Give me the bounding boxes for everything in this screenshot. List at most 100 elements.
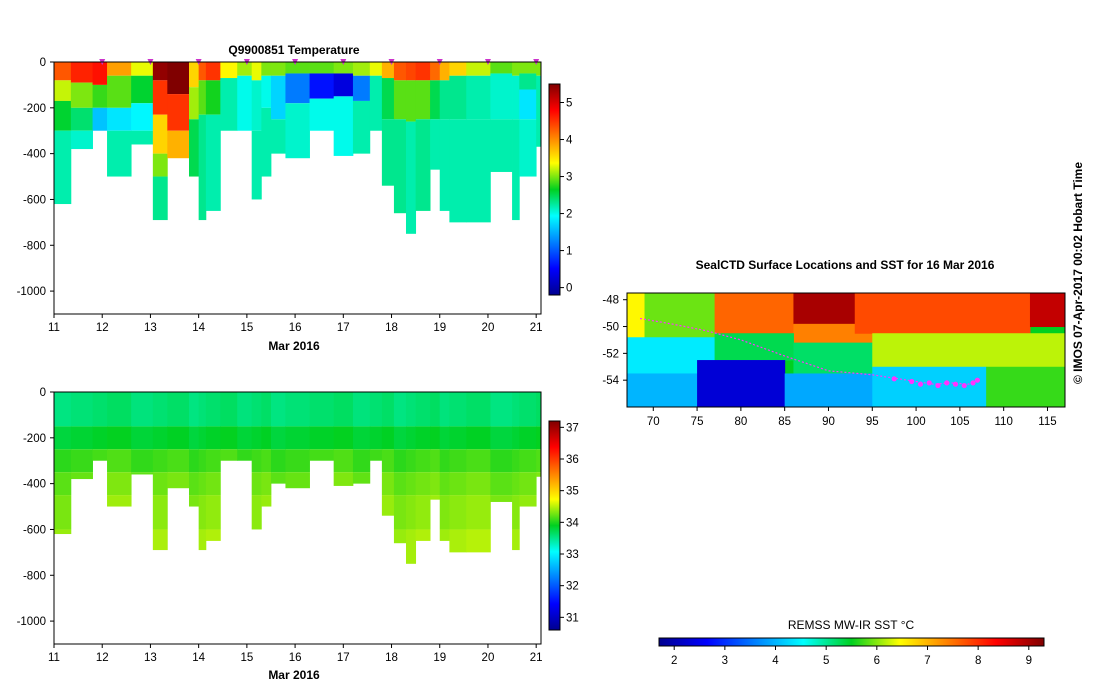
temperature-cell [309, 73, 335, 99]
salinity-cell [369, 426, 383, 450]
salinity-cell [490, 449, 513, 473]
temperature-cell [270, 119, 286, 154]
map-x-tick-label: 105 [950, 416, 969, 428]
temperature-cell [415, 62, 431, 81]
sst-zone [872, 366, 987, 407]
salinity-cell [512, 472, 520, 496]
seal-track [639, 317, 978, 385]
temperature-cell [519, 119, 537, 177]
sst-colorbar-tick-label: 9 [1026, 655, 1032, 667]
salinity-cell [189, 472, 200, 496]
seal-location-point [935, 382, 941, 389]
imos-credit: © IMOS 07-Apr-2017 00:02 Hobart Time [1071, 162, 1085, 384]
salinity-cell [519, 472, 537, 496]
temperature-cell [536, 75, 542, 147]
salinity-cell [430, 426, 441, 450]
temperature-cell [107, 62, 132, 76]
x-tick-label: 18 [385, 652, 398, 664]
sst-colorbar-ticks: 2 3 4 5 6 7 8 9 [671, 646, 1032, 667]
x-tick-label: 20 [482, 652, 495, 664]
salinity-cell [536, 426, 542, 450]
temperature-cell [189, 87, 200, 120]
salinity-cell [152, 529, 168, 551]
seal-location-point [926, 380, 932, 386]
salinity-cell [309, 392, 335, 427]
salinity-cell [205, 426, 221, 450]
salinity-cell [198, 449, 207, 473]
map-x-tick-label: 110 [995, 416, 1013, 428]
salinity-cell [107, 426, 132, 450]
salinity-cell [198, 495, 207, 530]
x-tick-label: 16 [289, 652, 302, 664]
salinity-cell [512, 495, 520, 530]
temperature-cell [107, 107, 132, 131]
salinity-cell [430, 392, 441, 427]
salinity-cell [189, 426, 200, 450]
sst-zone [714, 293, 794, 334]
temperature-cell [92, 62, 108, 85]
sst-colorbar-tick-label: 5 [823, 655, 829, 667]
salinity-cell [393, 472, 407, 496]
temperature-cell [237, 62, 253, 76]
temperature-cell [92, 107, 108, 131]
map-x-tick-label: 70 [647, 416, 660, 428]
temperature-cell [220, 78, 238, 131]
salinity-cell [205, 449, 221, 473]
salinity-cell [430, 472, 441, 496]
temperature-cell [466, 62, 491, 76]
salinity-cell [92, 449, 108, 461]
temperature-cell [490, 62, 513, 74]
temperature-cell [251, 62, 262, 81]
sst-field [627, 293, 1065, 407]
salinity-cell [205, 529, 221, 541]
sst-zone [854, 293, 1031, 334]
map-x-tick-label: 90 [822, 416, 835, 428]
sst-zone [872, 333, 1065, 368]
salinity-cell [107, 392, 132, 427]
salinity-cell [519, 392, 537, 427]
salinity-cell [381, 449, 395, 473]
salinity-cell [519, 449, 537, 473]
y-tick-label: -600 [23, 524, 46, 536]
temperature-cell [430, 62, 441, 81]
salinity-cell [369, 392, 383, 427]
temperature-cell [189, 119, 200, 177]
salinity-cell [512, 449, 520, 473]
temperature-cell [405, 121, 417, 234]
salinity-cell [167, 472, 190, 489]
salinity-cell [449, 495, 467, 530]
temperature-cell [70, 82, 93, 108]
temperature-cell [92, 84, 108, 108]
salinity-cell [381, 426, 395, 450]
temperature-chart-title: Q9900851 Temperature [228, 43, 360, 57]
temperature-cell [205, 114, 221, 211]
y-tick-label: -400 [23, 149, 46, 161]
sst-zone [644, 293, 716, 338]
salinity-cell [220, 426, 238, 450]
temperature-cell [220, 62, 238, 79]
map-x-tick-label: 75 [691, 416, 704, 428]
salinity-cell [261, 472, 272, 496]
temperature-cell [381, 78, 395, 120]
seal-location-point [909, 378, 915, 385]
seal-location-point [944, 380, 950, 386]
x-tick-label: 21 [530, 652, 543, 664]
sst-colorbar-tick-label: 8 [975, 655, 981, 667]
salinity-cell [393, 529, 407, 544]
salinity-cell [70, 472, 93, 480]
salinity-cell [393, 392, 407, 427]
seal-location-point [952, 381, 959, 387]
salinity-cell [439, 449, 450, 473]
map-y-tick-label: -54 [602, 375, 619, 387]
salinity-cell [152, 392, 168, 427]
sst-colorbar-tick-label: 2 [671, 655, 677, 667]
salinity-cell [152, 449, 168, 473]
temperature-cell [352, 100, 371, 154]
x-tick-label: 11 [48, 322, 60, 334]
temperature-cell [490, 73, 513, 120]
temperature-cell [439, 62, 450, 81]
colorbar-tick-label: 37 [566, 422, 579, 434]
x-tick-label: 16 [289, 322, 302, 334]
x-tick-label: 18 [385, 322, 398, 334]
